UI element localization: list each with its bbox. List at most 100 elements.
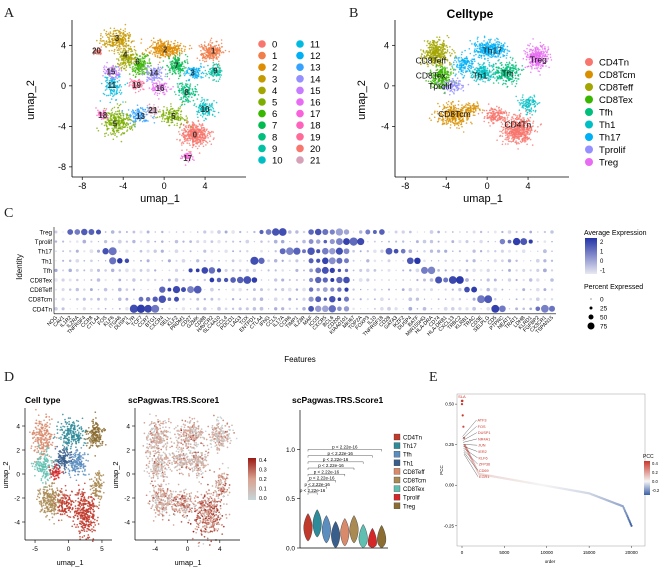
dot: [315, 305, 322, 312]
dot: [62, 240, 65, 243]
legend-swatch: [585, 120, 593, 129]
dot: [551, 240, 553, 243]
dot: [154, 240, 157, 243]
dot: [437, 269, 440, 272]
dot: [82, 239, 87, 244]
dot: [337, 306, 342, 312]
dot: [444, 249, 448, 253]
dot: [295, 268, 299, 272]
dot: [203, 278, 207, 282]
dot: [140, 259, 142, 262]
dot: [387, 268, 391, 272]
dot: [189, 260, 192, 262]
dot: [507, 278, 512, 282]
violin-legend-swatch: [393, 502, 401, 509]
dot: [322, 287, 328, 292]
dot: [139, 268, 143, 272]
cluster-label: 13: [136, 112, 145, 121]
dot: [549, 305, 555, 312]
legend-label: CD8Teff: [599, 83, 634, 94]
dot: [251, 277, 258, 283]
legend-swatch: [258, 109, 266, 118]
dot: [189, 308, 192, 310]
legend-label: 4: [272, 86, 277, 97]
dot: [175, 307, 178, 310]
legend-swatch: [296, 133, 304, 141]
dot: [515, 250, 518, 253]
dot: [295, 307, 299, 310]
umap-points-b: [420, 34, 553, 150]
dot: [522, 230, 525, 234]
dot: [443, 277, 449, 283]
dot: [395, 240, 398, 243]
cluster-label: 3: [115, 34, 120, 43]
dot: [352, 307, 355, 311]
dot: [388, 231, 390, 233]
dot: [74, 229, 81, 235]
e-ytick: 0.25: [445, 442, 454, 447]
dot: [231, 230, 235, 234]
dot: [136, 304, 146, 313]
a-xtick: -8: [78, 181, 86, 191]
legend-swatch: [296, 109, 304, 118]
dot: [366, 259, 370, 263]
dot: [90, 240, 93, 243]
legend-label: 6: [272, 109, 277, 120]
dot: [182, 240, 185, 243]
dot: [210, 249, 214, 253]
dot: [252, 268, 257, 273]
dot: [543, 297, 547, 301]
dot: [104, 278, 107, 282]
dot: [140, 279, 142, 281]
dotplot-row-label: CD8Teff: [30, 287, 53, 294]
dot: [161, 240, 164, 243]
dot: [225, 240, 228, 243]
dot: [487, 260, 489, 262]
dot: [210, 287, 214, 292]
dot: [83, 269, 86, 272]
dot: [486, 249, 490, 253]
celltype-label: Treg: [530, 55, 547, 65]
dot: [67, 229, 74, 235]
e-xlabel: order: [545, 559, 556, 564]
dot: [472, 230, 476, 234]
dot: [416, 278, 419, 282]
dot: [129, 304, 139, 313]
dot: [267, 240, 270, 243]
violin: [349, 515, 359, 544]
dot: [437, 230, 440, 234]
dot: [394, 298, 398, 301]
dot: [529, 307, 533, 311]
dot: [322, 257, 329, 265]
e-xtick: 10000: [541, 550, 554, 555]
dot: [265, 229, 272, 235]
legend-swatch: [296, 144, 304, 153]
violin-legend-label: CD8Tcm: [403, 479, 426, 485]
dot: [544, 279, 546, 281]
dot: [394, 230, 398, 234]
violin-legend-swatch: [393, 433, 401, 441]
e-legend-tick: -0.2: [652, 488, 660, 493]
dot: [330, 278, 335, 282]
d2-ytick: -4: [124, 520, 130, 527]
dot: [395, 269, 397, 272]
dot: [182, 278, 185, 282]
dot: [466, 250, 468, 252]
dot: [335, 228, 344, 236]
dot: [408, 249, 413, 254]
violin-legend: CD4Tn Th17 Tfh Th1 CD8Teff CD8Tcm CD8Tex Tproli…: [393, 433, 426, 510]
dot: [189, 231, 192, 233]
dot: [295, 298, 298, 301]
dot: [472, 268, 476, 273]
legend-label: 18: [310, 121, 321, 132]
gene-label: IER2: [478, 450, 486, 454]
d2-xtick: 4: [218, 546, 222, 553]
dot: [465, 307, 469, 311]
dot: [535, 258, 540, 263]
legend-swatch: [258, 86, 266, 95]
dot: [279, 248, 286, 255]
b-xtick: -8: [401, 181, 409, 191]
dot: [429, 249, 434, 253]
dot: [224, 307, 228, 311]
dot: [349, 237, 358, 246]
